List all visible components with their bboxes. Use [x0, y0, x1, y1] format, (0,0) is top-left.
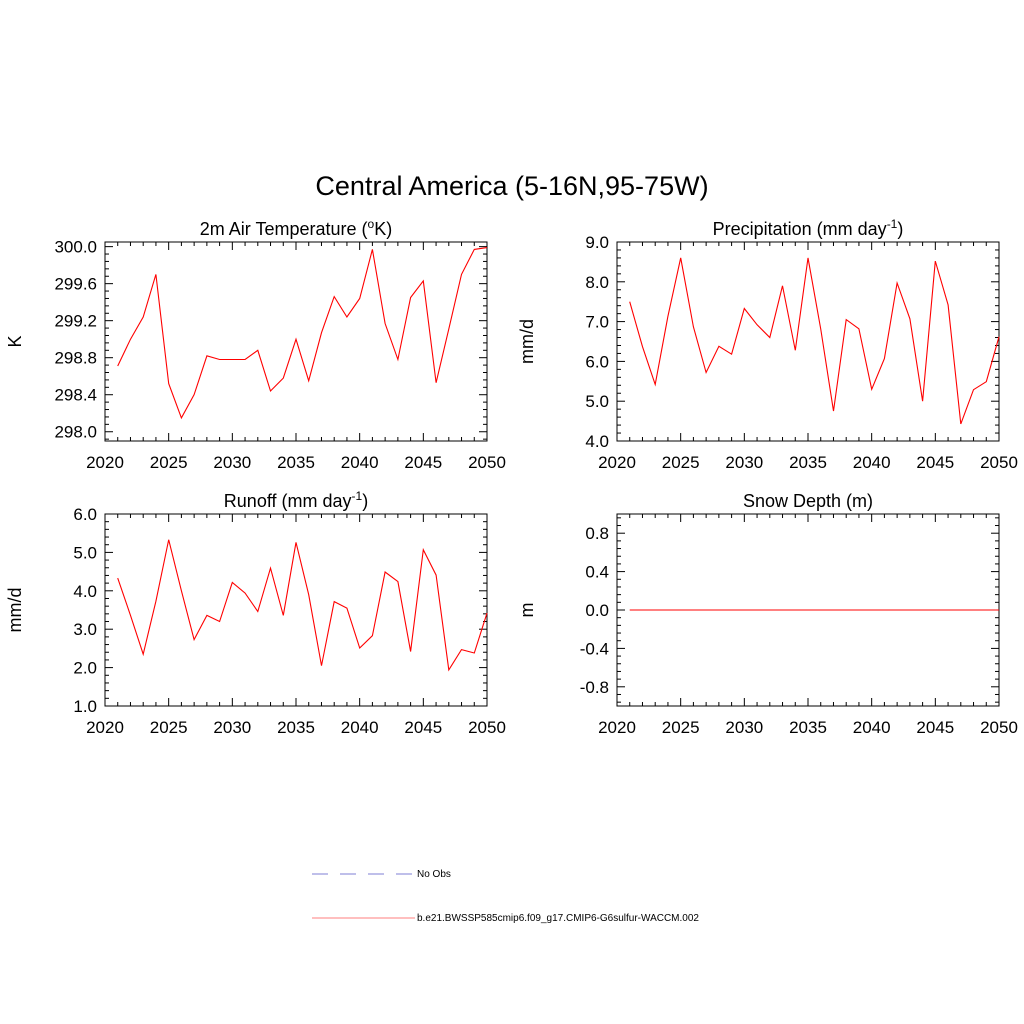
runoff-y-axis-label: mm/d	[5, 588, 25, 633]
runoff-y-tick-label: 4.0	[73, 582, 97, 601]
runoff-x-tick-label: 2025	[150, 718, 188, 737]
air-temperature-x-tick-label: 2040	[341, 453, 379, 472]
runoff-series-line	[117, 539, 488, 672]
snow-depth-x-tick-label: 2025	[662, 718, 700, 737]
runoff-x-tick-label: 2020	[86, 718, 124, 737]
precipitation-panel-title: Precipitation (mm day-1)	[713, 217, 904, 239]
air-temperature-x-tick-label: 2045	[404, 453, 442, 472]
snow-depth-x-tick-label: 2035	[789, 718, 827, 737]
panel-precipitation: 2020 2025 2030 2035 2040 2045 2050 4.0 5.0 6.0 7.0…	[517, 217, 1018, 472]
air-temperature-x-tick-label: 2030	[213, 453, 251, 472]
precipitation-y-tick-label: 4.0	[585, 432, 609, 451]
air-temperature-x-tick-label: 2050	[468, 453, 506, 472]
precipitation-series-line	[629, 257, 1000, 425]
precipitation-x-tick-label: 2035	[789, 453, 827, 472]
precipitation-y-tick-label: 5.0	[585, 392, 609, 411]
snow-depth-x-tick-label: 2020	[598, 718, 636, 737]
air-temperature-y-axis-label: K	[5, 335, 25, 347]
runoff-x-tick-label: 2045	[404, 718, 442, 737]
snow-depth-y-tick-label: 0.8	[585, 524, 609, 543]
snow-depth-x-tick-label: 2040	[853, 718, 891, 737]
snow-depth-y-tick-label: -0.8	[580, 678, 609, 697]
air-temperature-series-line	[117, 247, 488, 420]
snow-depth-y-axis-label: m	[517, 603, 537, 618]
panel-runoff: 2020 2025 2030 2035 2040 2045 2050 1.0 2.0 3.0 4.0…	[5, 489, 506, 737]
precipitation-x-tick-label: 2050	[980, 453, 1018, 472]
runoff-y-tick-label: 5.0	[73, 543, 97, 562]
precipitation-y-tick-label: 7.0	[585, 313, 609, 332]
air-temperature-y-tick-label: 300.0	[54, 238, 97, 257]
snow-depth-x-tick-label: 2050	[980, 718, 1018, 737]
snow-depth-x-tick-label: 2030	[725, 718, 763, 737]
legend-label-model-run: b.e21.BWSSP585cmip6.f09_g17.CMIP6-G6sulf…	[417, 913, 699, 924]
air-temperature-y-tick-label: 299.6	[54, 275, 97, 294]
precipitation-x-tick-label: 2020	[598, 453, 636, 472]
precipitation-y-tick-label: 8.0	[585, 273, 609, 292]
snow-depth-y-tick-label: -0.4	[580, 639, 609, 658]
air-temperature-y-tick-label: 299.2	[54, 312, 97, 331]
runoff-x-tick-label: 2035	[277, 718, 315, 737]
legend: No Obs b.e21.BWSSP585cmip6.f09_g17.CMIP6…	[312, 869, 699, 924]
legend-label-no-obs: No Obs	[417, 869, 451, 880]
snow-depth-panel-title: Snow Depth (m)	[743, 491, 873, 511]
air-temperature-y-tick-label: 298.8	[54, 349, 97, 368]
runoff-y-tick-label: 6.0	[73, 505, 97, 524]
precipitation-x-tick-label: 2030	[725, 453, 763, 472]
air-temperature-plot-frame	[104, 241, 488, 442]
figure-title: Central America (5-16N,95-75W)	[315, 171, 708, 201]
snow-depth-x-tick-label: 2045	[916, 718, 954, 737]
runoff-x-tick-label: 2050	[468, 718, 506, 737]
runoff-panel-title: Runoff (mm day-1)	[224, 489, 368, 511]
runoff-x-tick-label: 2030	[213, 718, 251, 737]
precipitation-x-tick-label: 2045	[916, 453, 954, 472]
runoff-y-tick-label: 3.0	[73, 620, 97, 639]
runoff-y-tick-label: 2.0	[73, 659, 97, 678]
air-temperature-x-tick-label: 2025	[150, 453, 188, 472]
panel-snow-depth: 2020 2025 2030 2035 2040 2045 2050 -0.8 -0.4 0.0 0…	[517, 491, 1018, 737]
precipitation-y-tick-label: 9.0	[585, 233, 609, 252]
precipitation-plot-frame	[616, 241, 1000, 442]
panel-air-temperature: 2020 2025 2030 2035 2040 2045 2050 298.0 298.4 29…	[5, 217, 506, 472]
snow-depth-y-tick-label: 0.0	[585, 601, 609, 620]
snow-depth-y-tick-label: 0.4	[585, 563, 609, 582]
air-temperature-y-tick-label: 298.0	[54, 423, 97, 442]
air-temperature-x-tick-label: 2020	[86, 453, 124, 472]
runoff-x-tick-label: 2040	[341, 718, 379, 737]
precipitation-y-axis-label: mm/d	[517, 319, 537, 364]
precipitation-y-tick-label: 6.0	[585, 352, 609, 371]
runoff-y-tick-label: 1.0	[73, 697, 97, 716]
precipitation-x-tick-label: 2025	[662, 453, 700, 472]
air-temperature-panel-title: 2m Air Temperature (oK)	[200, 217, 392, 239]
precipitation-x-tick-label: 2040	[853, 453, 891, 472]
air-temperature-y-tick-label: 298.4	[54, 386, 97, 405]
air-temperature-x-tick-label: 2035	[277, 453, 315, 472]
